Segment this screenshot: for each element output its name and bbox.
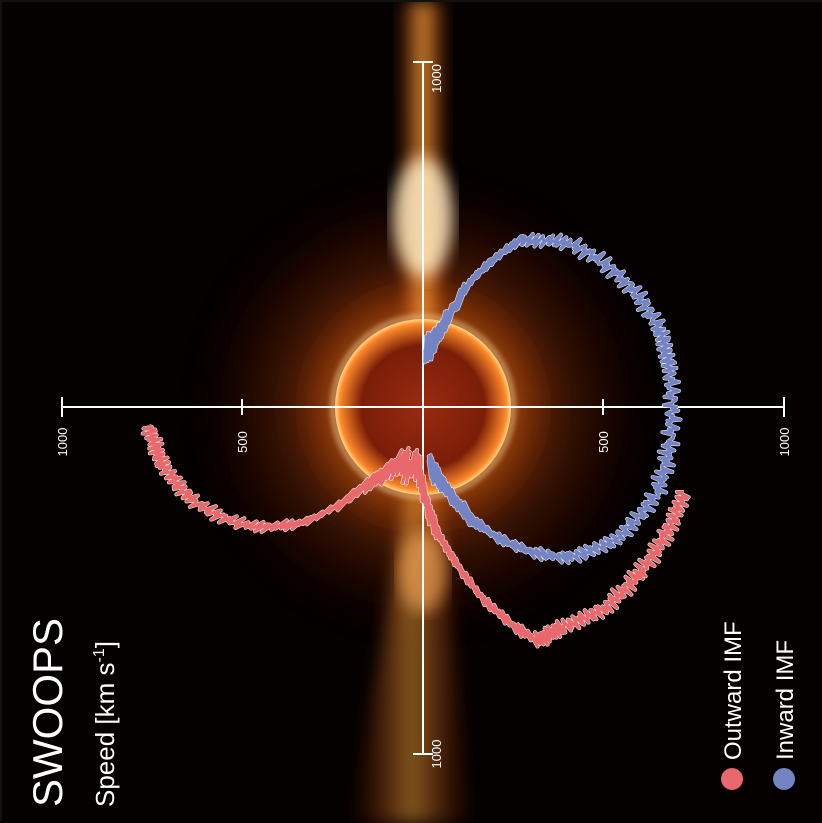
series-inward-imf (422, 232, 683, 566)
legend-dot-outward (721, 768, 743, 790)
tick-label-left-outer: 1000 (55, 428, 70, 457)
tick-label-bottom: 1000 (429, 740, 444, 769)
series-outward-imf (140, 424, 691, 649)
y-axis-label-main: Speed [km s (90, 662, 120, 807)
series-line (423, 232, 682, 565)
y-axis-label-close: ] (90, 641, 120, 648)
series-line (141, 424, 691, 648)
legend-label-outward: Outward IMF (720, 621, 747, 760)
tick-label-right-outer: 1000 (777, 428, 792, 457)
tick-label-left-inner: 500 (235, 431, 250, 453)
tick-label-right-inner: 500 (596, 431, 611, 453)
legend-label-inward: Inward IMF (772, 640, 799, 760)
tick-label-top: 1000 (429, 64, 444, 93)
chart-title: SWOOPS (24, 618, 71, 807)
legend-dot-inward (773, 768, 795, 790)
y-axis-label: Speed [km s-1] (90, 641, 120, 807)
legend: Outward IMF Inward IMF (720, 621, 799, 790)
y-axis-label-sup: -1 (91, 648, 108, 662)
